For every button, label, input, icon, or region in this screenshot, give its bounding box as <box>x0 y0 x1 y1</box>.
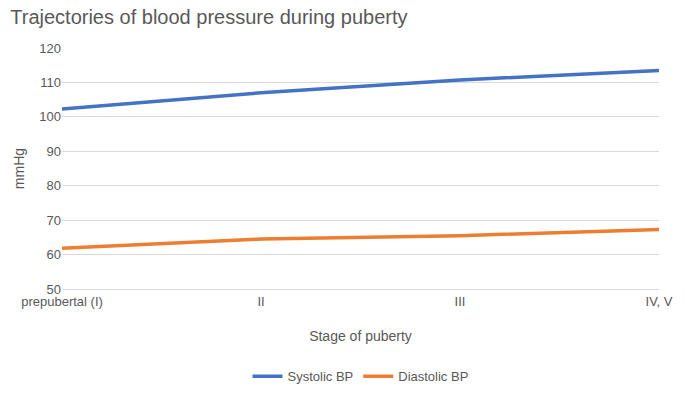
svg-text:mmHg: mmHg <box>11 148 27 189</box>
svg-text:60: 60 <box>47 247 61 262</box>
svg-text:110: 110 <box>40 75 61 90</box>
svg-text:Systolic BP: Systolic BP <box>288 369 354 384</box>
svg-text:prepubertal (I): prepubertal (I) <box>21 294 103 309</box>
svg-text:50: 50 <box>47 282 61 297</box>
svg-text:100: 100 <box>39 109 61 124</box>
svg-text:80: 80 <box>47 178 61 193</box>
svg-text:90: 90 <box>47 144 61 159</box>
svg-text:Diastolic BP: Diastolic BP <box>398 369 468 384</box>
svg-text:120: 120 <box>39 41 61 56</box>
svg-text:Stage of puberty: Stage of puberty <box>309 328 412 344</box>
svg-text:Trajectories of blood pressure: Trajectories of blood pressure during pu… <box>10 6 407 28</box>
svg-text:70: 70 <box>47 213 61 228</box>
svg-text:III: III <box>455 294 466 309</box>
svg-text:IV, V: IV, V <box>646 294 673 309</box>
svg-text:II: II <box>257 294 264 309</box>
